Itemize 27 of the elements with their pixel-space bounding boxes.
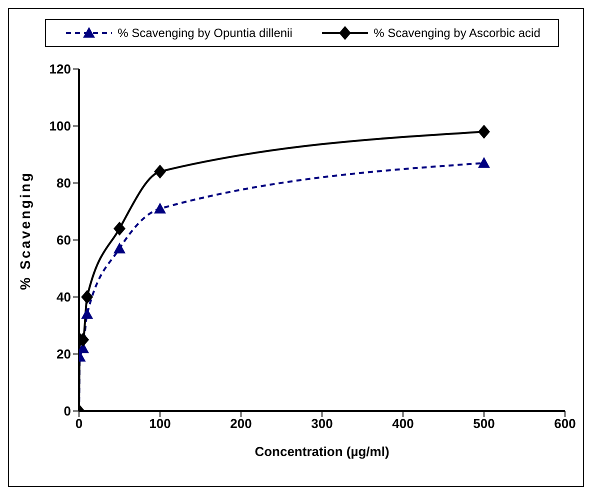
y-tick-label: 120 xyxy=(49,62,71,77)
x-tick-label: 300 xyxy=(311,416,333,432)
point xyxy=(154,164,166,179)
x-tick-label: 100 xyxy=(149,416,171,432)
y-tick-label: 60 xyxy=(56,232,71,248)
x-axis-title: Concentration (µg/ml) xyxy=(254,444,390,459)
point xyxy=(114,242,126,254)
legend-label: % Scavenging by Ascorbic acid xyxy=(374,26,540,40)
x-tick-label: 0 xyxy=(75,416,83,432)
x-tick-label: 400 xyxy=(392,416,414,432)
y-axis-title: % Scavenging xyxy=(16,171,33,290)
point xyxy=(478,124,490,139)
point xyxy=(114,222,126,236)
x-tick-label: 200 xyxy=(230,416,252,432)
y-tick-label: 20 xyxy=(56,346,71,362)
y-tick-label: 100 xyxy=(49,118,71,134)
point xyxy=(81,290,94,304)
point xyxy=(81,308,94,319)
y-tick-label: 40 xyxy=(56,290,71,305)
point xyxy=(79,332,90,347)
point xyxy=(478,157,490,168)
y-tick-label: 0 xyxy=(64,404,71,419)
x-tick-label: 500 xyxy=(473,416,495,432)
legend-label: % Scavenging by Opuntia dillenii xyxy=(118,26,292,40)
point xyxy=(154,202,166,214)
x-tick-label: 600 xyxy=(554,416,576,432)
y-tick-label: 80 xyxy=(56,176,71,191)
